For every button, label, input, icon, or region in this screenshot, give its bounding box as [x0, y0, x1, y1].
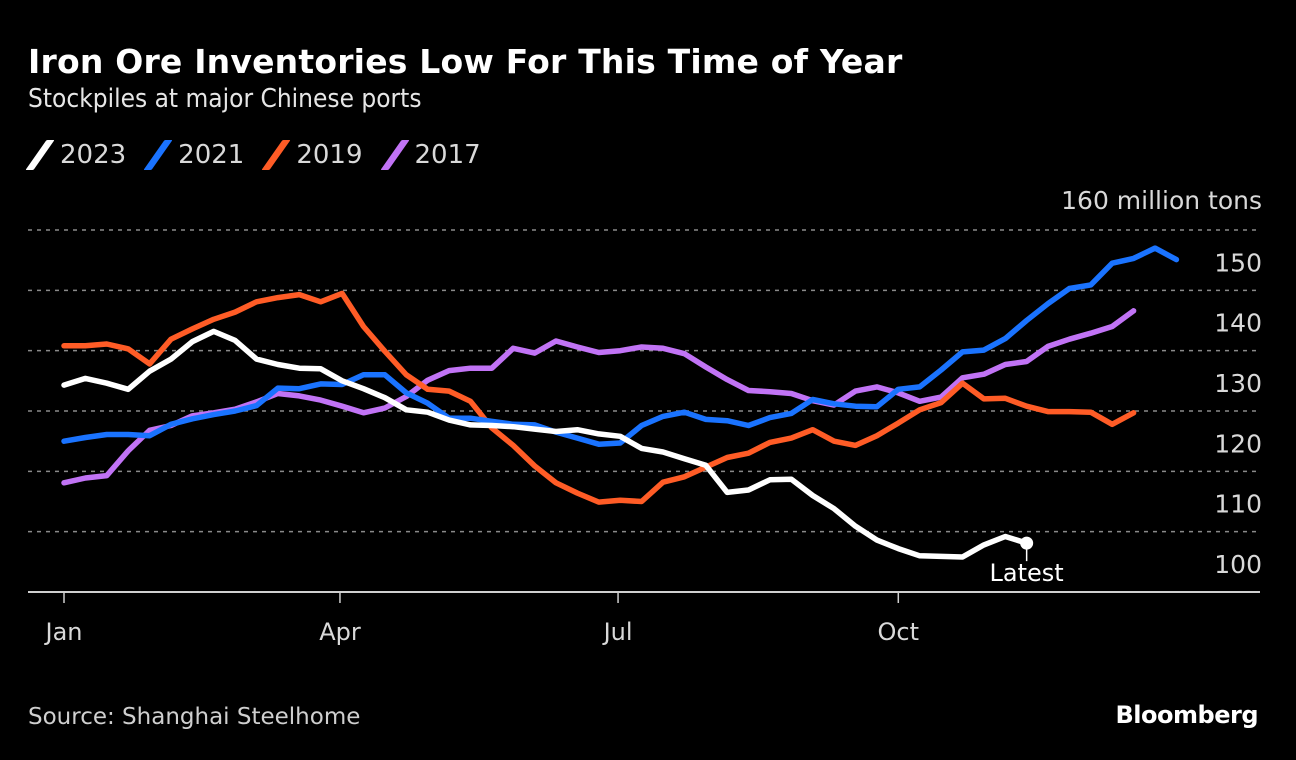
legend-label: 2019	[296, 140, 363, 170]
legend-item-2023: 2023	[25, 140, 127, 170]
latest-label: Latest	[990, 559, 1064, 587]
source-note: Source: Shanghai Steelhome	[28, 704, 361, 730]
series-line-2019	[61, 290, 1137, 505]
legend-label: 2021	[178, 140, 245, 170]
x-tick-label: Apr	[319, 618, 361, 646]
annotations: Latest	[990, 536, 1064, 587]
legend-label: 2017	[414, 140, 481, 170]
legend-item-2017: 2017	[380, 140, 481, 170]
chart-title: Iron Ore Inventories Low For This Time o…	[28, 42, 903, 81]
legend: 2023 2021 2019 2017	[25, 140, 503, 170]
chart-subtitle: Stockpiles at major Chinese ports	[28, 84, 422, 114]
y-tick-label: 100	[1214, 550, 1262, 579]
y-axis-ticks: 100 110 120 130 140 150	[1214, 248, 1262, 579]
y-tick-label: 110	[1214, 490, 1262, 519]
y-tick-label: 130	[1214, 369, 1262, 398]
y-tick-label: 120	[1214, 429, 1262, 458]
legend-item-2019: 2019	[261, 140, 363, 170]
x-axis: Jan Apr Jul Oct	[28, 591, 1260, 646]
series-lines	[61, 245, 1180, 560]
y-tick-label: 150	[1214, 248, 1262, 277]
x-tick-label: Oct	[878, 618, 920, 646]
x-tick-label: Jul	[602, 618, 633, 646]
series-line-2021	[61, 245, 1180, 447]
bloomberg-logo: Bloomberg	[1115, 701, 1259, 729]
y-axis-unit-label: 160 million tons	[1061, 186, 1262, 215]
legend-label: 2023	[60, 140, 127, 170]
x-tick-label: Jan	[44, 618, 83, 646]
y-tick-label: 140	[1214, 309, 1262, 338]
gridlines	[28, 229, 1260, 533]
legend-item-2021: 2021	[143, 140, 245, 170]
series-line-2023	[61, 328, 1030, 560]
